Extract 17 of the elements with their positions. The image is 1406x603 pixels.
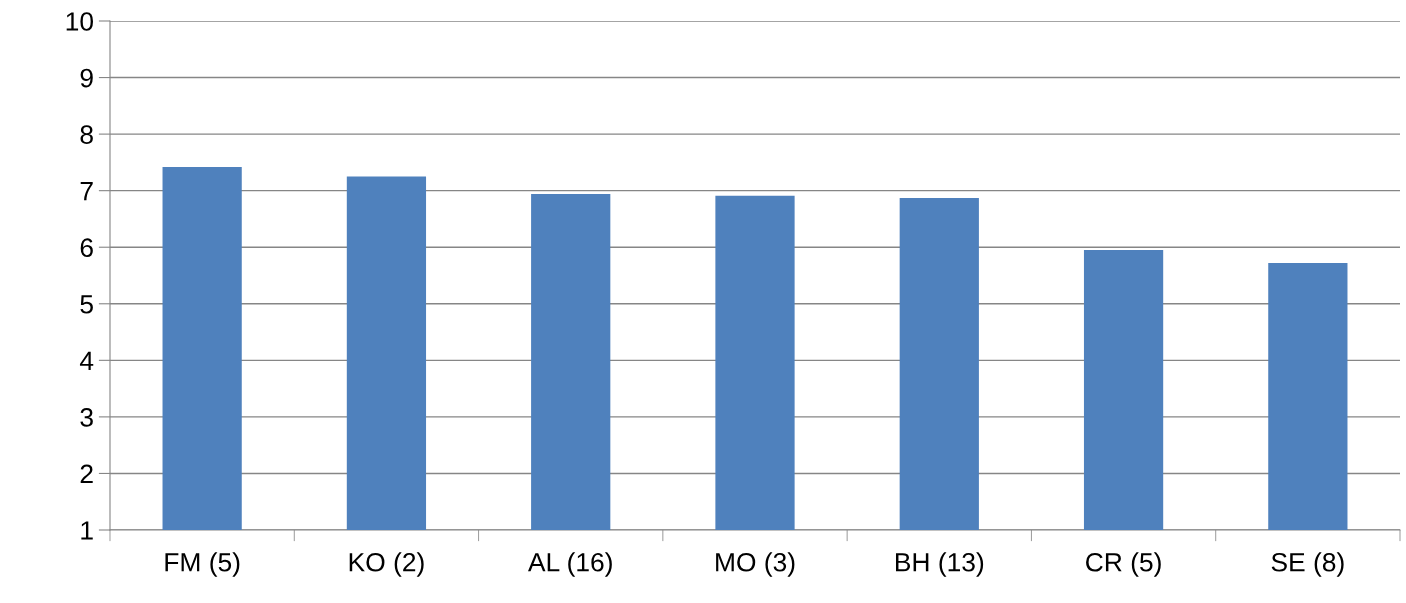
y-tick-label: 2 <box>80 464 93 484</box>
x-tick-label: FM (5) <box>165 552 240 577</box>
x-tick-label: SE (8) <box>1271 552 1344 577</box>
x-tick-label: BH (13) <box>895 552 984 577</box>
x-tick-label: AL (16) <box>528 552 612 577</box>
y-tick-label: 5 <box>80 295 93 314</box>
x-tick-label: MO (3) <box>716 552 795 577</box>
y-tick-label: 3 <box>80 408 93 427</box>
y-tick-label: 10 <box>66 12 93 31</box>
y-tick-label: 6 <box>80 238 93 258</box>
y-tick-label: 9 <box>80 68 93 88</box>
x-tick-label: KO (2) <box>349 552 424 577</box>
x-tick-label: CR (5) <box>1086 552 1161 577</box>
y-tick-label: 1 <box>81 521 93 540</box>
y-tick-label: 8 <box>80 125 93 144</box>
y-tick-label: 4 <box>79 351 94 370</box>
y-tick-label: 7 <box>80 182 93 201</box>
